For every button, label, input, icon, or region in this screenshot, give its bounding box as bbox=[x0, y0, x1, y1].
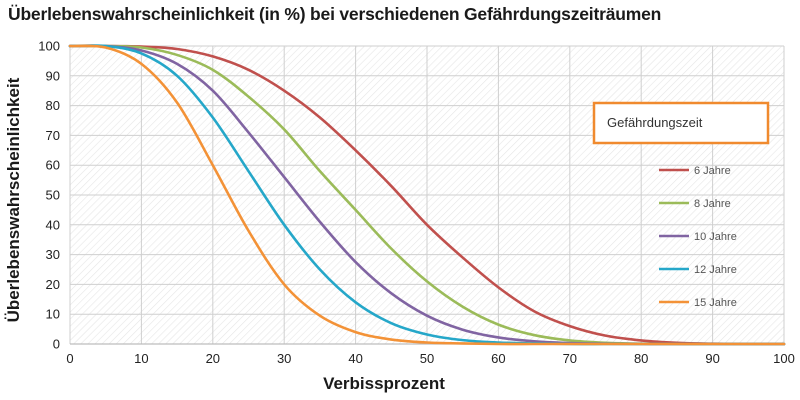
legend-title: Gefährdungszeit bbox=[607, 115, 703, 130]
x-tick-label: 80 bbox=[634, 351, 648, 366]
x-tick-label: 30 bbox=[277, 351, 291, 366]
x-tick-label: 50 bbox=[420, 351, 434, 366]
series-lines bbox=[68, 44, 786, 346]
legend: Gefährdungszeit 6 Jahre 8 Jahre 10 Jahre 12… bbox=[592, 101, 770, 309]
x-tick-label: 90 bbox=[705, 351, 719, 366]
x-tick-label: 70 bbox=[563, 351, 577, 366]
series-line-15-jahre bbox=[68, 44, 786, 346]
legend-label-15-jahre: 15 Jahre bbox=[694, 297, 737, 309]
legend-label-6-jahre: 6 Jahre bbox=[694, 165, 731, 177]
y-tick-label: 100 bbox=[38, 39, 60, 54]
x-axis-label: Verbissprozent bbox=[323, 374, 445, 393]
y-tick-label: 40 bbox=[46, 217, 60, 232]
x-tick-label: 0 bbox=[66, 351, 73, 366]
legend-title-box bbox=[592, 101, 770, 145]
legend-label-8-jahre: 8 Jahre bbox=[694, 198, 731, 210]
x-tick-label: 40 bbox=[348, 351, 362, 366]
x-tick-label: 100 bbox=[773, 351, 795, 366]
y-tick-label: 70 bbox=[46, 128, 60, 143]
y-tick-label: 0 bbox=[53, 337, 60, 352]
y-tick-label: 90 bbox=[46, 68, 60, 83]
y-tick-label: 30 bbox=[46, 247, 60, 262]
x-tick-label: 10 bbox=[134, 351, 148, 366]
x-tick-label: 20 bbox=[206, 351, 220, 366]
y-tick-label: 20 bbox=[46, 277, 60, 292]
legend-label-12-jahre: 12 Jahre bbox=[694, 264, 737, 276]
chart-title: Überlebenswahrscheinlichkeit (in %) bei … bbox=[8, 4, 662, 24]
series-line-6-jahre bbox=[68, 44, 786, 346]
y-tick-label: 50 bbox=[46, 188, 60, 203]
x-tick-label: 60 bbox=[491, 351, 505, 366]
y-tick-label: 10 bbox=[46, 307, 60, 322]
y-tick-label: 60 bbox=[46, 158, 60, 173]
y-tick-label: 80 bbox=[46, 98, 60, 113]
legend-label-10-jahre: 10 Jahre bbox=[694, 231, 737, 243]
